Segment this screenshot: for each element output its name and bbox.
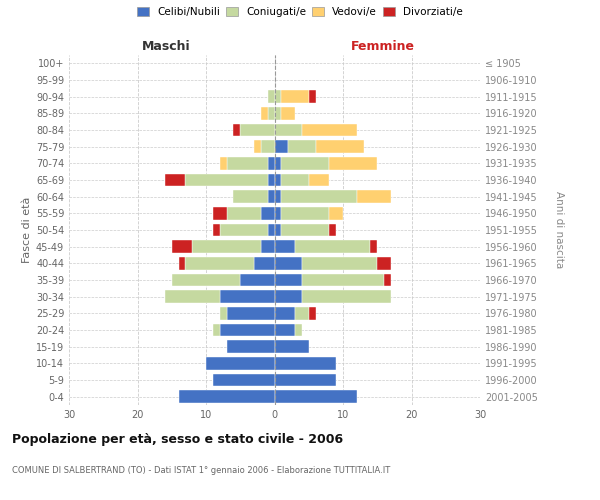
Bar (172, 240, 193, 253)
Bar (275, 274, 302, 286)
Bar (213, 324, 220, 336)
Bar (302, 290, 391, 303)
Bar (281, 224, 329, 236)
Bar (384, 274, 391, 286)
Bar (288, 140, 316, 153)
Bar (268, 174, 275, 186)
Bar (275, 190, 281, 203)
Bar (233, 190, 268, 203)
Text: Maschi: Maschi (142, 40, 191, 52)
Bar (295, 240, 370, 253)
Bar (193, 240, 261, 253)
Bar (172, 274, 240, 286)
Bar (302, 257, 377, 270)
Legend: Celibi/Nubili, Coniugati/e, Vedovi/e, Divorziati/e: Celibi/Nubili, Coniugati/e, Vedovi/e, Di… (135, 5, 465, 20)
Bar (165, 290, 220, 303)
Bar (179, 390, 275, 403)
Bar (370, 240, 377, 253)
Bar (275, 157, 281, 170)
Bar (295, 307, 309, 320)
Bar (254, 140, 261, 153)
Bar (254, 257, 275, 270)
Bar (261, 140, 275, 153)
Bar (185, 257, 254, 270)
Bar (240, 124, 275, 136)
Bar (268, 107, 275, 120)
Bar (268, 90, 275, 103)
Y-axis label: Anni di nascita: Anni di nascita (554, 192, 565, 268)
Bar (165, 174, 185, 186)
Bar (275, 257, 302, 270)
Bar (281, 207, 329, 220)
Text: Femmine: Femmine (350, 40, 415, 52)
Bar (281, 174, 309, 186)
Bar (316, 140, 364, 153)
Bar (268, 224, 275, 236)
Bar (275, 140, 288, 153)
Bar (261, 240, 275, 253)
Bar (275, 390, 356, 403)
Bar (275, 357, 336, 370)
Bar (275, 107, 281, 120)
Bar (275, 340, 309, 353)
Bar (220, 307, 227, 320)
Bar (227, 307, 275, 320)
Bar (206, 357, 275, 370)
Bar (275, 324, 295, 336)
Text: COMUNE DI SALBERTRAND (TO) - Dati ISTAT 1° gennaio 2006 - Elaborazione TUTTITALI: COMUNE DI SALBERTRAND (TO) - Dati ISTAT … (12, 466, 390, 475)
Bar (309, 90, 316, 103)
Bar (240, 274, 275, 286)
Bar (213, 224, 220, 236)
Bar (220, 157, 227, 170)
Bar (220, 324, 275, 336)
Bar (275, 207, 281, 220)
Bar (329, 207, 343, 220)
Bar (185, 174, 268, 186)
Bar (275, 224, 281, 236)
Bar (275, 290, 302, 303)
Bar (275, 124, 302, 136)
Bar (213, 374, 275, 386)
Bar (227, 157, 268, 170)
Bar (275, 374, 336, 386)
Bar (227, 207, 261, 220)
Bar (275, 174, 281, 186)
Bar (261, 107, 268, 120)
Bar (220, 224, 268, 236)
Bar (356, 190, 391, 203)
Bar (261, 207, 275, 220)
Text: Popolazione per età, sesso e stato civile - 2006: Popolazione per età, sesso e stato civil… (12, 432, 343, 446)
Bar (329, 157, 377, 170)
Bar (275, 307, 295, 320)
Bar (233, 124, 240, 136)
Bar (220, 290, 275, 303)
Bar (281, 190, 357, 203)
Bar (213, 207, 227, 220)
Bar (295, 324, 302, 336)
Bar (329, 224, 336, 236)
Bar (302, 274, 384, 286)
Bar (281, 90, 309, 103)
Bar (309, 307, 316, 320)
Bar (179, 257, 185, 270)
Bar (377, 257, 391, 270)
Bar (268, 157, 275, 170)
Bar (275, 90, 281, 103)
Bar (275, 240, 295, 253)
Bar (281, 157, 329, 170)
Y-axis label: Fasce di età: Fasce di età (22, 197, 32, 263)
Bar (309, 174, 329, 186)
Bar (281, 107, 295, 120)
Bar (268, 190, 275, 203)
Bar (302, 124, 356, 136)
Bar (227, 340, 275, 353)
